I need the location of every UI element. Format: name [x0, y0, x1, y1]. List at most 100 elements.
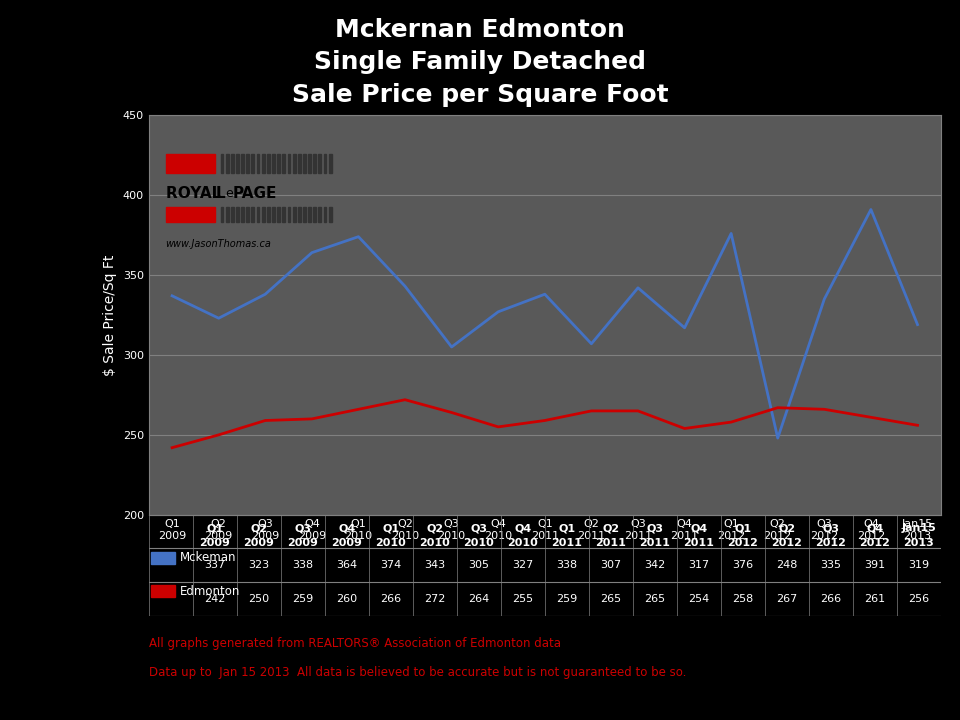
Text: 2010: 2010	[464, 539, 494, 549]
Bar	[272, 207, 275, 222]
Text: 2010: 2010	[375, 539, 406, 549]
Text: Q4: Q4	[515, 523, 532, 534]
Bar	[287, 153, 290, 173]
Text: Q3: Q3	[646, 523, 663, 534]
Bar	[282, 207, 285, 222]
Text: 376: 376	[732, 560, 754, 570]
Text: 335: 335	[820, 560, 841, 570]
Text: 307: 307	[600, 560, 621, 570]
Text: PAGE: PAGE	[233, 186, 277, 201]
Bar	[293, 153, 296, 173]
Bar	[324, 153, 326, 173]
Text: Q1: Q1	[734, 523, 752, 534]
Bar	[226, 153, 228, 173]
Text: 2013: 2013	[903, 539, 934, 549]
Bar	[221, 207, 224, 222]
Text: 256: 256	[908, 594, 929, 604]
Bar	[308, 207, 311, 222]
Bar	[226, 207, 228, 222]
Text: 391: 391	[864, 560, 885, 570]
Bar	[236, 153, 239, 173]
Bar	[230, 207, 233, 222]
Text: 2010: 2010	[420, 539, 450, 549]
Bar	[230, 153, 233, 173]
Text: Q3: Q3	[823, 523, 839, 534]
Bar	[277, 153, 280, 173]
Text: 265: 265	[644, 594, 665, 604]
Text: 2009: 2009	[331, 539, 362, 549]
Text: Sale Price per Square Foot: Sale Price per Square Foot	[292, 83, 668, 107]
Bar	[324, 207, 326, 222]
Text: Jan15: Jan15	[901, 523, 936, 534]
Text: 374: 374	[380, 560, 401, 570]
Bar	[165, 153, 215, 173]
Text: 265: 265	[600, 594, 621, 604]
Bar	[282, 153, 285, 173]
Text: e: e	[225, 187, 232, 200]
Bar	[308, 153, 311, 173]
Text: Edmonton: Edmonton	[180, 585, 240, 598]
Bar	[328, 207, 331, 222]
Text: 259: 259	[556, 594, 577, 604]
Text: Q4: Q4	[866, 523, 883, 534]
Text: 2012: 2012	[772, 539, 803, 549]
Text: 338: 338	[556, 560, 577, 570]
Text: ROYAL: ROYAL	[165, 186, 226, 201]
Text: 2009: 2009	[200, 539, 230, 549]
Text: Mckeman: Mckeman	[180, 552, 236, 564]
Bar	[247, 153, 250, 173]
Text: 327: 327	[513, 560, 534, 570]
Text: 305: 305	[468, 560, 490, 570]
Text: 2012: 2012	[815, 539, 846, 549]
Text: Q2: Q2	[426, 523, 444, 534]
Text: 337: 337	[204, 560, 226, 570]
Text: Q3: Q3	[470, 523, 488, 534]
Bar	[151, 585, 175, 597]
Text: 258: 258	[732, 594, 754, 604]
Text: Q1: Q1	[206, 523, 224, 534]
Bar	[303, 207, 306, 222]
Bar	[262, 207, 265, 222]
Bar	[165, 207, 215, 222]
Bar	[319, 207, 322, 222]
Text: L: L	[215, 186, 225, 201]
Bar	[287, 207, 290, 222]
Bar	[151, 552, 175, 564]
Text: 323: 323	[249, 560, 270, 570]
Text: Single Family Detached: Single Family Detached	[314, 50, 646, 74]
Text: 2010: 2010	[508, 539, 539, 549]
Text: 364: 364	[336, 560, 357, 570]
Text: Q3: Q3	[295, 523, 311, 534]
Text: 248: 248	[776, 560, 798, 570]
Bar	[313, 153, 316, 173]
Text: 2012: 2012	[859, 539, 890, 549]
Text: 2012: 2012	[728, 539, 758, 549]
Bar	[262, 153, 265, 173]
Text: 2009: 2009	[244, 539, 275, 549]
Text: 2009: 2009	[287, 539, 318, 549]
Text: 250: 250	[249, 594, 270, 604]
Text: All graphs generated from REALTORS® Association of Edmonton data: All graphs generated from REALTORS® Asso…	[149, 637, 561, 650]
Text: Q1: Q1	[382, 523, 399, 534]
Text: Data up to  Jan 15 2013  All data is believed to be accurate but is not guarante: Data up to Jan 15 2013 All data is belie…	[149, 666, 686, 679]
Text: 342: 342	[644, 560, 665, 570]
Text: 2011: 2011	[551, 539, 582, 549]
Bar	[298, 153, 300, 173]
Bar	[267, 153, 270, 173]
Bar	[328, 153, 331, 173]
Text: 261: 261	[864, 594, 885, 604]
Bar	[252, 207, 254, 222]
Text: 338: 338	[292, 560, 313, 570]
Text: Q1: Q1	[558, 523, 575, 534]
Bar	[277, 207, 280, 222]
Bar	[256, 153, 259, 173]
Bar	[303, 153, 306, 173]
Bar	[256, 207, 259, 222]
Bar	[267, 207, 270, 222]
Text: 264: 264	[468, 594, 490, 604]
Bar	[293, 207, 296, 222]
Text: 255: 255	[513, 594, 534, 604]
Text: Q4: Q4	[338, 523, 355, 534]
Text: 2011: 2011	[639, 539, 670, 549]
Text: Q2: Q2	[251, 523, 268, 534]
